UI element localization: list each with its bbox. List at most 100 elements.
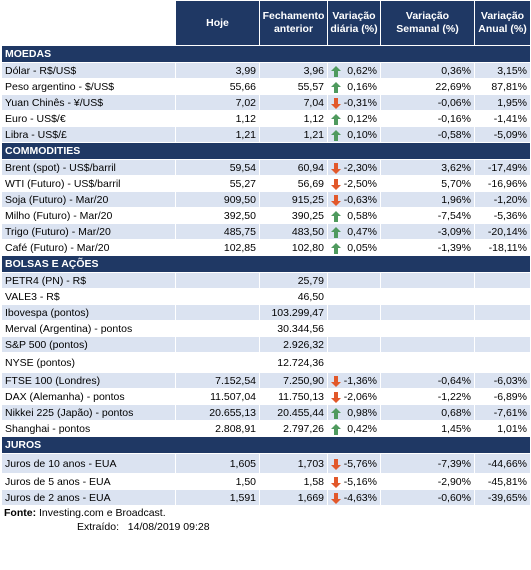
row-var-anual — [474, 320, 531, 337]
table-row: Dólar - R$/US$ 3,99 3,96 0,62% 0,36% 3,15% — [1, 62, 531, 79]
row-hoje: 1,21 — [175, 126, 260, 143]
row-var-diaria — [327, 288, 381, 305]
row-fechamento: 7.250,90 — [259, 372, 328, 389]
row-var-anual: 87,81% — [474, 78, 531, 95]
table-row: VALE3 - R$ 46,50 — [1, 288, 531, 305]
row-name: DAX (Alemanha) - pontos — [1, 388, 176, 405]
market-table: Hoje Fechamento anterior Variação diária… — [1, 0, 531, 506]
row-hoje: 55,66 — [175, 78, 260, 95]
row-name: Juros de 5 anos - EUA — [1, 473, 176, 490]
row-var-diaria-value: 0,10% — [347, 128, 377, 141]
row-var-anual: 1,95% — [474, 94, 531, 111]
row-fechamento: 102,80 — [259, 239, 328, 256]
row-var-diaria — [327, 352, 381, 373]
row-var-anual — [474, 336, 531, 353]
row-var-diaria — [327, 304, 381, 321]
table-row: Soja (Futuro) - Mar/20 909,50 915,25 -0,63%… — [1, 191, 531, 208]
row-hoje: 2.808,91 — [175, 420, 260, 437]
arrow-down-icon — [331, 492, 341, 504]
row-name: WTI (Futuro) - US$/barril — [1, 175, 176, 192]
row-name: Trigo (Futuro) - Mar/20 — [1, 223, 176, 240]
row-var-diaria-value: -2,30% — [343, 161, 377, 174]
row-hoje — [175, 288, 260, 305]
row-fechamento: 25,79 — [259, 272, 328, 289]
row-var-diaria: -0,63% — [327, 191, 381, 208]
row-var-semanal: 0,36% — [380, 62, 475, 79]
row-hoje: 11.507,04 — [175, 388, 260, 405]
row-var-semanal: -3,09% — [380, 223, 475, 240]
row-var-semanal: -2,90% — [380, 473, 475, 490]
table-row: Peso argentino - $/US$ 55,66 55,57 0,16% 22,… — [1, 78, 531, 95]
arrow-up-icon — [331, 407, 341, 419]
arrow-up-icon — [331, 65, 341, 77]
section-header-row: COMMODITIES — [1, 142, 531, 160]
table-row: Euro - US$/€ 1,12 1,12 0,12% -0,16% -1,41% — [1, 110, 531, 127]
row-fechamento: 1,58 — [259, 473, 328, 490]
table-row: Juros de 10 anos - EUA 1,605 1,703 -5,76% -7… — [1, 453, 531, 474]
row-var-diaria — [327, 336, 381, 353]
table-row: Yuan Chinês - ¥/US$ 7,02 7,04 -0,31% -0,06% 1… — [1, 94, 531, 111]
row-var-diaria-value: -4,63% — [343, 491, 377, 504]
row-var-semanal — [380, 320, 475, 337]
row-var-diaria: 0,10% — [327, 126, 381, 143]
row-var-diaria-value: -0,31% — [343, 96, 377, 109]
row-var-diaria: -2,06% — [327, 388, 381, 405]
row-name: FTSE 100 (Londres) — [1, 372, 176, 389]
row-var-semanal: -0,16% — [380, 110, 475, 127]
arrow-down-icon — [331, 375, 341, 387]
row-var-diaria: -5,76% — [327, 453, 381, 474]
row-var-anual — [474, 352, 531, 373]
arrow-up-icon — [331, 242, 341, 254]
row-var-anual: -44,66% — [474, 453, 531, 474]
row-var-semanal — [380, 352, 475, 373]
table-body: MOEDAS Dólar - R$/US$ 3,99 3,96 0,62% 0,36% 3,… — [1, 45, 531, 506]
arrow-up-icon — [331, 81, 341, 93]
arrow-down-icon — [331, 476, 341, 488]
arrow-up-icon — [331, 423, 341, 435]
row-var-semanal: -7,39% — [380, 453, 475, 474]
row-var-diaria-value: -2,06% — [343, 390, 377, 403]
row-fechamento: 1,21 — [259, 126, 328, 143]
row-name: Ibovespa (pontos) — [1, 304, 176, 321]
row-var-diaria: 0,05% — [327, 239, 381, 256]
footer-source-text: Investing.com e Broadcast. — [36, 507, 166, 519]
section-title: COMMODITIES — [1, 142, 531, 160]
row-hoje: 59,54 — [175, 159, 260, 176]
table-row: S&P 500 (pontos) 2.926,32 — [1, 336, 531, 353]
row-name: Yuan Chinês - ¥/US$ — [1, 94, 176, 111]
table-row: NYSE (pontos) 12.724,36 — [1, 352, 531, 373]
header-fechamento: Fechamento anterior — [259, 0, 328, 46]
table-row: WTI (Futuro) - US$/barril 55,27 56,69 -2,50… — [1, 175, 531, 192]
row-name: VALE3 - R$ — [1, 288, 176, 305]
table-row: PETR4 (PN) - R$ 25,79 — [1, 272, 531, 289]
arrow-up-icon — [331, 129, 341, 141]
row-var-diaria — [327, 272, 381, 289]
row-hoje: 485,75 — [175, 223, 260, 240]
arrow-down-icon — [331, 458, 341, 470]
row-fechamento: 3,96 — [259, 62, 328, 79]
row-hoje: 1,605 — [175, 453, 260, 474]
header-var-diaria: Variação diária (%) — [327, 0, 381, 46]
row-var-semanal: -1,22% — [380, 388, 475, 405]
row-var-anual: 3,15% — [474, 62, 531, 79]
row-name: S&P 500 (pontos) — [1, 336, 176, 353]
row-name: Nikkei 225 (Japão) - pontos — [1, 404, 176, 421]
row-var-anual: -18,11% — [474, 239, 531, 256]
header-var-semanal: Variação Semanal (%) — [380, 0, 475, 46]
row-name: Peso argentino - $/US$ — [1, 78, 176, 95]
row-name: NYSE (pontos) — [1, 352, 176, 373]
row-var-semanal — [380, 304, 475, 321]
row-var-diaria-value: -5,76% — [343, 457, 377, 470]
row-var-semanal: -0,06% — [380, 94, 475, 111]
row-fechamento: 7,04 — [259, 94, 328, 111]
row-var-anual: -6,89% — [474, 388, 531, 405]
row-var-diaria: 0,16% — [327, 78, 381, 95]
row-name: Dólar - R$/US$ — [1, 62, 176, 79]
row-var-semanal: -7,54% — [380, 207, 475, 224]
arrow-up-icon — [331, 113, 341, 125]
row-fechamento: 12.724,36 — [259, 352, 328, 373]
section-title: MOEDAS — [1, 45, 531, 63]
row-hoje: 102,85 — [175, 239, 260, 256]
row-fechamento: 915,25 — [259, 191, 328, 208]
row-name: PETR4 (PN) - R$ — [1, 272, 176, 289]
